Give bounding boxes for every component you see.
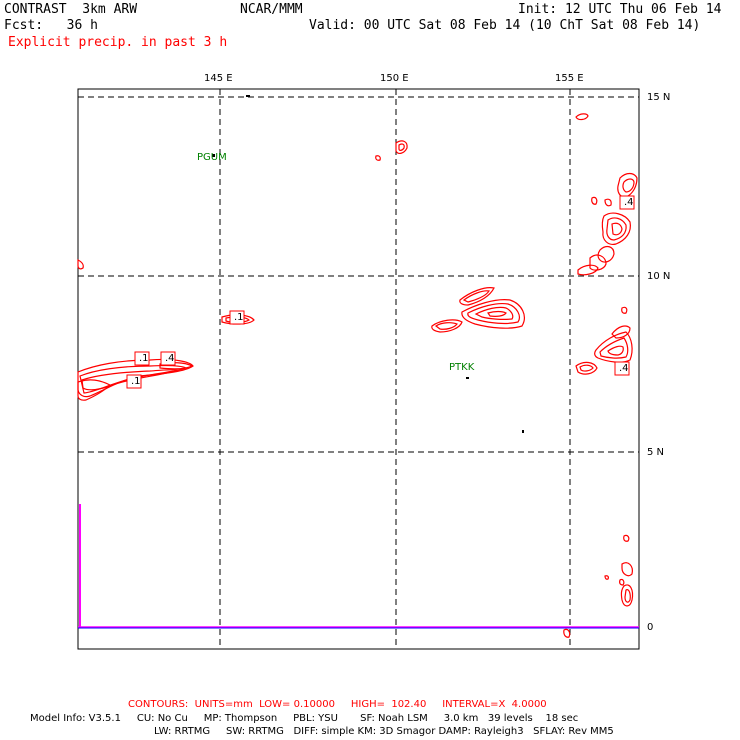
lat-label-10n: 10 N [647,271,671,282]
field-title: Explicit precip. in past 3 h [8,35,228,50]
station-label-ptkk: PTKK [449,362,475,373]
contour-label: .4 [624,197,634,208]
contour-label: .1 [234,312,244,323]
precip-contours [77,113,638,638]
contour-label: .4 [165,353,175,364]
station-label-pgum: PGUM [197,152,227,163]
lat-label-0: 0 [647,622,654,633]
contours-info: CONTOURS: UNITS=mm LOW= 0.10000 HIGH= 10… [128,699,547,710]
lon-label-150: 150 E [380,73,409,84]
map-frame [77,88,640,650]
org-label: NCAR/MMM [240,2,303,17]
station-marks [212,95,524,433]
model-info-line1: Model Info: V3.5.1 CU: No Cu MP: Thompso… [30,713,579,724]
lat-label-15n: 15 N [647,92,671,103]
terrain-profile [79,504,81,627]
lat-lon-grid [78,89,639,649]
model-info-line2: LW: RRTMG SW: RRTMG DIFF: simple KM: 3D … [154,726,614,737]
init-time: Init: 12 UTC Thu 06 Feb 14 [518,2,722,17]
contour-label: .1 [131,376,141,387]
contour-label: .1 [139,353,149,364]
contour-label: .4 [619,363,629,374]
lat-label-5n: 5 N [647,447,665,458]
forecast-hour: Fcst: 36 h [4,18,98,33]
valid-time: Valid: 00 UTC Sat 08 Feb 14 (10 ChT Sat … [309,18,701,33]
contour-label-boxes [126,195,635,389]
lon-label-145: 145 E [204,73,233,84]
lon-label-155: 155 E [555,73,584,84]
model-title: CONTRAST 3km ARW [4,2,138,17]
